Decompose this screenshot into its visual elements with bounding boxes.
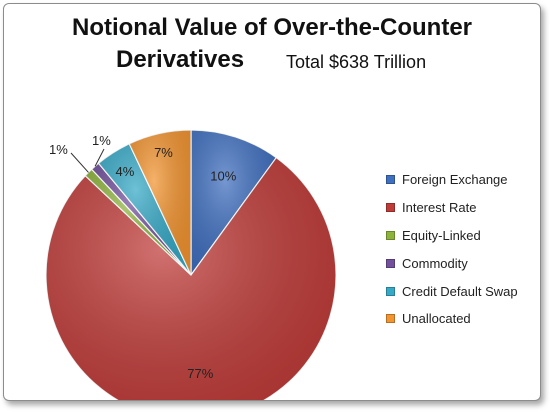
legend-label: Unallocated <box>402 311 471 327</box>
pie-slice-shading-equity-linked <box>85 169 191 275</box>
pie-slice-shading-unallocated <box>129 130 191 275</box>
chart-title-line-2: Derivatives <box>116 46 245 73</box>
chart-title-line-1: Notional Value of Over-the-Counter <box>71 14 473 41</box>
legend-item-credit-default-swap: Credit Default Swap <box>386 277 518 305</box>
legend-item-interest-rate: Interest Rate <box>386 194 518 222</box>
pie-chart: 10% 77% 1% 1% 4% 7% <box>45 129 337 400</box>
legend-swatch <box>386 258 395 268</box>
legend-label: Credit Default Swap <box>402 283 518 299</box>
pie-leader-line-equity-linked <box>70 152 89 173</box>
legend-swatch <box>386 286 395 296</box>
pie-label-unallocated: 7% <box>154 145 173 160</box>
legend-item-unallocated: Unallocated <box>386 305 518 333</box>
legend-swatch <box>386 230 395 240</box>
legend-item-foreign-exchange: Foreign Exchange <box>386 166 518 194</box>
legend-swatch <box>386 203 395 213</box>
legend-label: Foreign Exchange <box>402 172 508 188</box>
legend-label: Commodity <box>402 255 468 271</box>
legend-label: Equity-Linked <box>402 227 481 243</box>
legend-swatch <box>386 314 395 324</box>
pie-slice-shading-credit-default-swap <box>98 143 191 275</box>
pie-slice-shading-commodity <box>91 163 191 275</box>
pie-label-credit-default-swap: 4% <box>116 164 135 179</box>
legend-label: Interest Rate <box>402 200 477 216</box>
pie-label-interest-rate: 77% <box>187 366 213 381</box>
legend-swatch <box>386 175 395 185</box>
pie-label-commodity: 1% <box>92 133 111 148</box>
pie-label-equity-linked: 1% <box>49 142 68 157</box>
legend-item-commodity: Commodity <box>386 249 518 277</box>
legend-item-equity-linked: Equity-Linked <box>386 222 518 250</box>
chart-legend: Foreign Exchange Interest Rate Equity-Link… <box>386 166 518 333</box>
pie-slice-shading-interest-rate <box>46 157 336 400</box>
chart-frame: Notional Value of Over-the-Counter Deriv… <box>3 3 541 401</box>
pie-slice-shading-foreign-exchange <box>191 130 277 275</box>
chart-subtitle: Total $638 Trillion <box>286 52 427 72</box>
pie-label-foreign-exchange: 10% <box>210 169 236 184</box>
pie-leader-line-commodity <box>94 148 105 167</box>
